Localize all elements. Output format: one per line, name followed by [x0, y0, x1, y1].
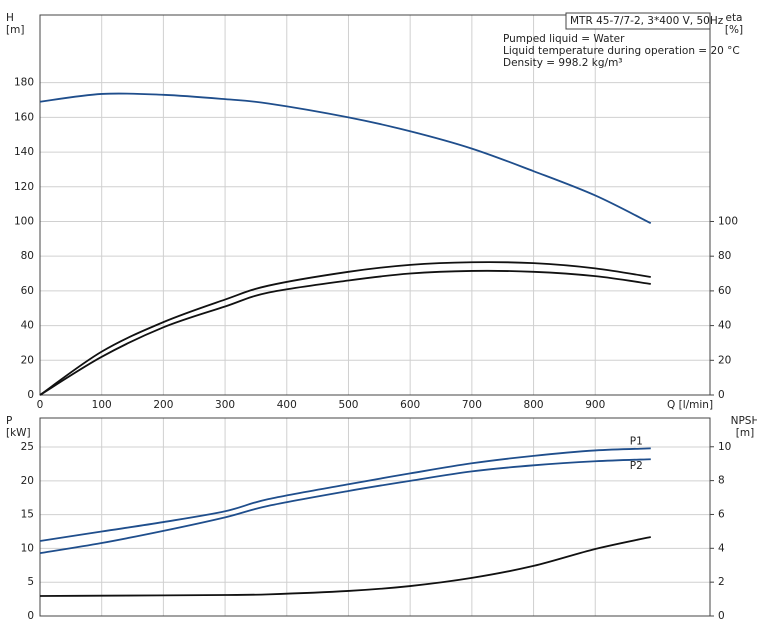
y-tick-label: 20 [21, 354, 34, 366]
y2-tick-label: 6 [718, 508, 725, 520]
y2-tick-label: 40 [718, 320, 731, 332]
curve [39, 261, 651, 396]
y-tick-label: 10 [21, 542, 34, 554]
x-tick-label: 0 [37, 399, 44, 411]
curve [39, 447, 651, 542]
y-tick-label: 5 [27, 576, 34, 588]
x-tick-label: 300 [215, 399, 235, 411]
y-tick-label: 80 [21, 250, 34, 262]
curve [39, 458, 651, 555]
annotation: Liquid temperature during operation = 20… [503, 45, 740, 57]
y2-tick-label: 4 [718, 542, 725, 554]
y-tick-label: 40 [21, 320, 34, 332]
y2-tick-label: 0 [718, 610, 725, 622]
y-tick-label: 0 [27, 389, 34, 401]
y2-tick-label: 8 [718, 475, 725, 487]
x-tick-label: 700 [462, 399, 482, 411]
x-axis-label: Q [l/min] [667, 399, 713, 411]
curve [39, 92, 652, 225]
y2-axis-label: [m] [736, 427, 754, 439]
y2-tick-label: 20 [718, 354, 731, 366]
y-tick-label: 120 [14, 181, 34, 193]
y-tick-label: 25 [21, 441, 34, 453]
curve [39, 269, 651, 396]
x-tick-label: 100 [92, 399, 112, 411]
y2-axis-label: eta [725, 12, 742, 24]
y-tick-label: 160 [14, 111, 34, 123]
y-axis-label: P [6, 415, 12, 427]
plot-frame [39, 417, 711, 617]
y-tick-label: 140 [14, 146, 34, 158]
x-tick-label: 800 [524, 399, 544, 411]
x-tick-label: 200 [153, 399, 173, 411]
annotation: Density = 998.2 kg/m³ [503, 57, 623, 69]
y-axis-label: [kW] [6, 427, 31, 439]
x-tick-label: 400 [277, 399, 297, 411]
model-label: MTR 45-7/7-2, 3*400 V, 50Hz [570, 15, 724, 27]
series-label: P2 [630, 460, 643, 472]
y-axis-label: H [6, 12, 14, 24]
y-tick-label: 180 [14, 77, 34, 89]
y-tick-label: 60 [21, 285, 34, 297]
y-tick-label: 15 [21, 509, 34, 521]
plot-frame [39, 14, 711, 396]
y-tick-label: 0 [27, 610, 34, 622]
x-tick-label: 900 [585, 399, 605, 411]
y2-axis-label: [%] [725, 24, 743, 36]
series-label: P1 [630, 435, 643, 447]
y2-tick-label: 2 [718, 576, 725, 588]
curve [39, 536, 651, 597]
model-box [565, 12, 711, 30]
y2-tick-label: 60 [718, 285, 731, 297]
x-tick-label: 500 [338, 399, 358, 411]
y2-tick-label: 80 [718, 250, 731, 262]
y-tick-label: 100 [14, 215, 34, 227]
y2-tick-label: 10 [718, 441, 731, 453]
y2-tick-label: 100 [718, 215, 738, 227]
y2-tick-label: 0 [718, 389, 725, 401]
y2-axis-label: NPSH [731, 415, 757, 427]
y-tick-label: 20 [21, 475, 34, 487]
y-axis-label: [m] [6, 24, 24, 36]
x-tick-label: 600 [400, 399, 420, 411]
annotation: Pumped liquid = Water [503, 33, 625, 45]
